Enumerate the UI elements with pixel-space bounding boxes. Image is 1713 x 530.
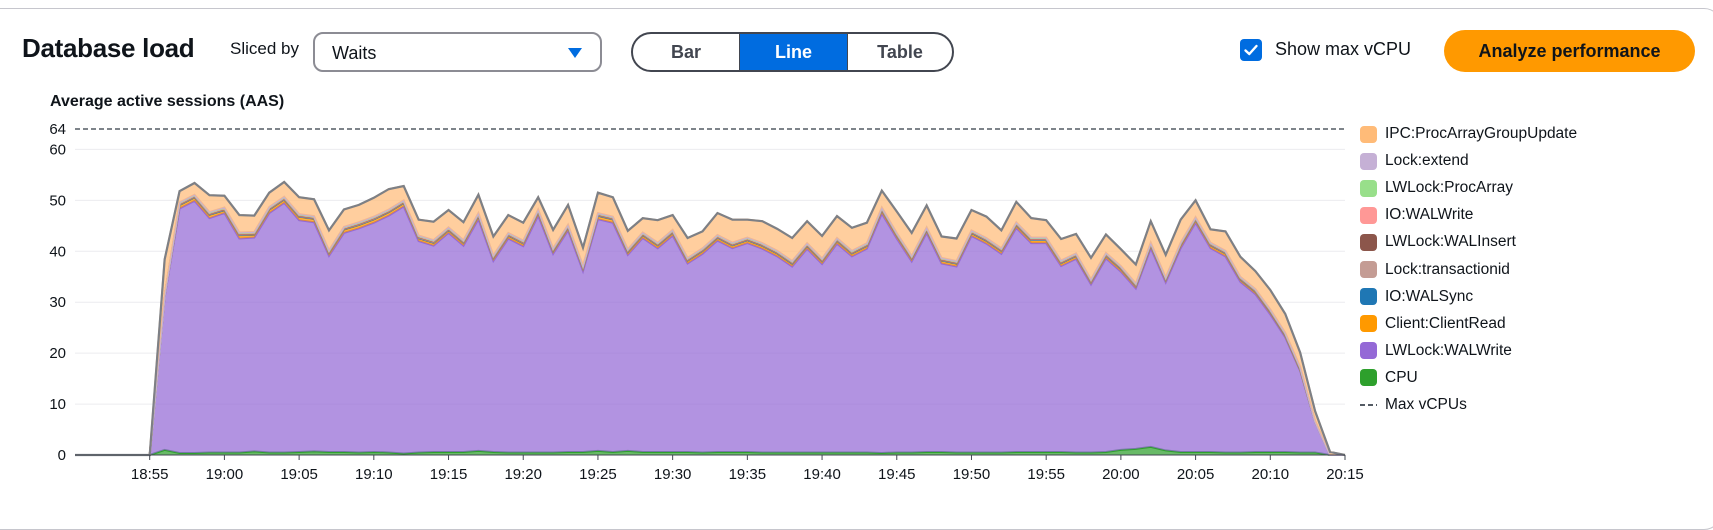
legend-swatch [1360,315,1377,333]
x-tick-label: 19:00 [206,466,244,483]
legend-swatch [1360,261,1377,278]
database-load-chart: 0 10 20 30 40 50 60 64 18:55 19:00 19:05 19:10 19:15… [49,121,1364,483]
legend-label: Lock:extend [1385,152,1469,170]
caret-down-icon [568,48,582,58]
x-tick-label: 19:20 [504,466,542,483]
legend-item[interactable]: LWLock:WALInsert [1360,232,1516,252]
legend-swatch [1360,125,1377,143]
legend-item[interactable]: IO:WALSync [1360,287,1473,307]
legend-swatch [1360,342,1377,360]
y-tick-label: 30 [49,294,66,311]
legend-swatch [1360,288,1377,306]
legend-item[interactable]: LWLock:ProcArray [1360,178,1513,198]
total-outline [75,180,1346,457]
checkmark-icon [1244,44,1258,56]
legend-label: LWLock:WALWrite [1385,341,1512,359]
x-tick-label: 18:55 [131,466,169,483]
legend-swatch [1360,233,1377,251]
legend-swatch [1360,206,1377,224]
view-toggle: Bar Line Table [631,32,954,72]
x-tick-label: 20:15 [1326,466,1364,483]
show-max-vcpu-checkbox[interactable] [1240,39,1262,61]
legend-item[interactable]: Client:ClientRead [1360,314,1506,334]
legend-label: LWLock:WALInsert [1385,233,1516,251]
legend-label: IO:WALWrite [1385,206,1474,224]
legend-item[interactable]: CPU [1360,368,1418,388]
x-tick-label: 20:00 [1102,466,1140,483]
x-tick-label: 19:10 [355,466,393,483]
legend-item[interactable]: Max vCPUs [1360,395,1467,415]
x-tick-label: 20:10 [1252,466,1290,483]
legend-label: LWLock:ProcArray [1385,179,1514,197]
sliced-by-label: Sliced by [230,39,299,58]
x-tick-label: 19:40 [803,466,841,483]
view-table-button[interactable]: Table [847,34,952,70]
y-tick-label: 0 [58,447,66,464]
legend-label: CPU [1385,368,1418,386]
view-line-button[interactable]: Line [740,34,847,70]
legend-swatch [1360,369,1377,387]
area-ipc-procarraygroupupdate [75,181,1345,455]
y-tick-label: 60 [49,141,66,158]
chart-title: Average active sessions (AAS) [50,93,285,110]
analyze-performance-button[interactable]: Analyze performance [1444,30,1695,72]
legend-item[interactable]: Lock:extend [1360,151,1469,171]
show-max-vcpu-label: Show max vCPU [1275,39,1412,59]
sliced-by-select[interactable]: Waits [313,32,602,72]
x-tick-label: 19:15 [430,466,468,483]
x-tick-label: 19:25 [579,466,617,483]
panel-title: Database load [22,33,195,63]
max-vcpu-tick-label: 64 [49,121,66,138]
x-tick-label: 20:05 [1177,466,1215,483]
view-bar-button[interactable]: Bar [633,34,740,70]
legend-label: Client:ClientRead [1385,314,1506,332]
x-tick-label: 19:30 [654,466,692,483]
sliced-by-value: Waits [332,43,377,63]
x-tick-label: 19:05 [280,466,318,483]
x-tick-label: 19:35 [729,466,767,483]
legend-label: IPC:ProcArrayGroupUpdate [1385,125,1578,142]
x-tick-label: 19:45 [878,466,916,483]
legend-swatch [1360,179,1377,197]
x-tick-label: 19:50 [953,466,991,483]
legend-swatch [1360,152,1377,170]
area-lwlock-walwrite [75,200,1345,455]
legend-swatch [1360,404,1377,406]
legend-item[interactable]: IPC:ProcArrayGroupUpdate [1360,124,1577,144]
legend-item[interactable]: Lock:transactionid [1360,260,1510,280]
legend-label: Max vCPUs [1385,396,1467,413]
legend-label: IO:WALSync [1385,287,1474,305]
legend-item[interactable]: IO:WALWrite [1360,205,1473,225]
legend-item[interactable]: LWLock:WALWrite [1360,341,1512,361]
y-tick-label: 50 [49,192,66,209]
x-tick-label: 19:55 [1027,466,1065,483]
y-tick-label: 20 [49,345,66,362]
legend-label: Lock:transactionid [1385,260,1510,278]
y-tick-label: 10 [49,396,66,413]
y-tick-label: 40 [49,243,66,260]
